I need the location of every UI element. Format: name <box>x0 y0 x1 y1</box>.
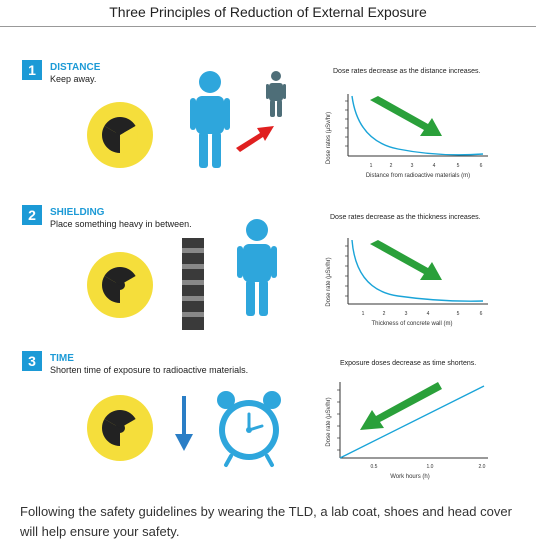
section-subtitle-distance: Keep away. <box>50 74 97 84</box>
y-ticks <box>345 100 348 147</box>
y-axis-label: Dose rates (μSv/hr) <box>326 112 332 164</box>
footer-text: Following the safety guidelines by weari… <box>20 504 512 539</box>
dose-curve <box>351 239 484 302</box>
svg-text:6: 6 <box>480 163 483 169</box>
concrete-wall-icon <box>182 238 204 330</box>
person-icon <box>190 71 230 168</box>
chart-distance: Dose rates (μSv/hr) 1 2 3 4 5 6 Distance… <box>326 94 488 179</box>
svg-text:3: 3 <box>405 311 408 317</box>
x-axis-label: Work hours (h) <box>390 474 430 480</box>
y-ticks <box>345 245 348 297</box>
svg-text:6: 6 <box>480 311 483 317</box>
red-arrow-icon <box>236 126 274 152</box>
chart-title-time: Exposure doses decrease as time shortens… <box>340 360 477 367</box>
green-arrow-icon <box>370 240 442 280</box>
section-heading-time: TIME <box>50 353 74 364</box>
radiation-icon <box>87 252 153 318</box>
svg-text:1: 1 <box>370 163 373 169</box>
y-axis-label: Dose rate (μSv/hr) <box>326 397 332 446</box>
svg-text:1.0: 1.0 <box>427 464 434 470</box>
page-title: Three Principles of Reduction of Externa… <box>109 4 427 20</box>
y-ticks <box>337 389 340 451</box>
x-tick-labels: 1 2 3 4 5 6 <box>370 163 483 169</box>
green-arrow-icon <box>370 96 442 136</box>
x-axis-label: Distance from radioactive materials (m) <box>366 173 470 179</box>
radiation-icon <box>87 102 153 168</box>
section-heading-distance: DISTANCE <box>50 62 101 73</box>
section-subtitle-shielding: Place something heavy in between. <box>50 219 192 229</box>
radiation-icon <box>87 395 153 461</box>
x-tick-labels: 0.5 1.0 2.0 <box>371 464 486 470</box>
chart-time: Dose rate (μSv/hr) 0.5 1.0 2.0 Work hour… <box>326 382 488 480</box>
svg-text:2: 2 <box>383 311 386 317</box>
title-divider <box>0 26 536 27</box>
svg-text:2.0: 2.0 <box>479 464 486 470</box>
green-arrow-icon <box>360 382 442 430</box>
svg-text:1: 1 <box>362 311 365 317</box>
chart-title-shielding: Dose rates decrease as the thickness inc… <box>330 214 481 221</box>
small-person-icon <box>266 71 286 117</box>
chart-title-distance: Dose rates decrease as the distance incr… <box>333 68 481 75</box>
section-number-distance: 1 <box>22 60 42 80</box>
svg-text:3: 3 <box>411 163 414 169</box>
svg-text:4: 4 <box>427 311 430 317</box>
svg-text:5: 5 <box>457 311 460 317</box>
y-axis-label: Dose rate (μSv/hr) <box>326 257 332 306</box>
svg-text:0.5: 0.5 <box>371 464 378 470</box>
svg-text:5: 5 <box>457 163 460 169</box>
section-number-time: 3 <box>22 351 42 371</box>
svg-text:2: 2 <box>390 163 393 169</box>
chart-shielding: Dose rate (μSv/hr) 1 2 3 4 5 6 Thickness… <box>326 238 488 327</box>
dose-line <box>339 385 485 459</box>
dose-curve <box>351 95 484 156</box>
section-number-shielding: 2 <box>22 205 42 225</box>
svg-text:4: 4 <box>433 163 436 169</box>
down-arrow-icon <box>175 396 193 451</box>
alarm-clock-icon <box>217 391 281 467</box>
section-heading-shielding: SHIELDING <box>50 207 105 218</box>
x-axis-label: Thickness of concrete wall (m) <box>371 321 452 327</box>
section-subtitle-time: Shorten time of exposure to radioactive … <box>50 365 249 375</box>
person-icon <box>237 219 277 316</box>
x-tick-labels: 1 2 3 4 5 6 <box>362 311 483 317</box>
